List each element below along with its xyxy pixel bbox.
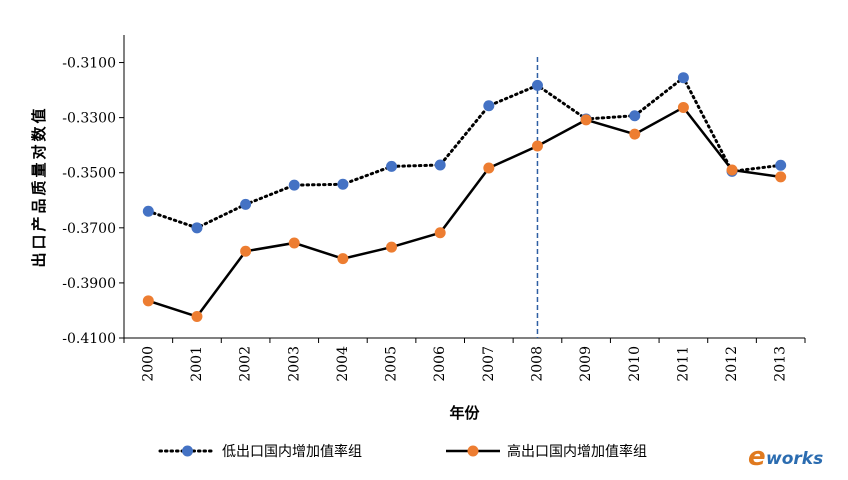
plot-area <box>123 35 805 339</box>
series-1-point <box>142 295 154 307</box>
y-tick-label: -0.3900 <box>62 276 116 292</box>
series-1-point <box>580 114 592 126</box>
series-1-point <box>726 164 738 176</box>
x-axis-ticks: 2000 2001 2002 2003 2004 2005 2006 2007 2008 2009… <box>123 338 806 382</box>
x-tick-label: 2009 <box>578 346 594 382</box>
series-1-point <box>240 245 252 257</box>
series-0-point <box>142 205 154 217</box>
series-0-point <box>434 159 446 171</box>
legend-marker-series-1 <box>467 445 479 457</box>
y-tick-label: -0.3100 <box>62 56 116 72</box>
y-axis-title: 出口产品质量对数值 <box>30 105 48 267</box>
series-line-0 <box>146 75 783 230</box>
y-tick-label: -0.3500 <box>62 166 116 182</box>
x-tick-label: 2011 <box>675 346 691 382</box>
x-tick-label: 2003 <box>286 346 302 382</box>
series-0-point <box>191 222 203 234</box>
legend-marker-series-0 <box>182 445 193 457</box>
x-tick-label: 2008 <box>529 346 545 382</box>
series-0-point <box>775 159 787 171</box>
x-tick-label: 2010 <box>627 346 643 382</box>
series-0-point <box>531 79 543 91</box>
y-tick-label: -0.3700 <box>62 221 116 237</box>
x-tick-label: 2013 <box>773 346 789 382</box>
x-tick-label: 2005 <box>384 346 400 382</box>
eworks-logo: e works <box>748 442 823 472</box>
series-1-point <box>677 101 689 113</box>
x-tick-label: 2002 <box>238 346 254 382</box>
series-1-point <box>531 140 543 152</box>
series-1-point <box>337 253 349 265</box>
series-1-point <box>483 162 495 174</box>
series-0-point <box>386 160 398 172</box>
series-0-point <box>677 72 689 84</box>
series-1-point <box>629 128 641 140</box>
series-1-point <box>191 311 203 323</box>
series-line-1 <box>147 105 781 318</box>
x-tick-label: 2004 <box>335 346 351 382</box>
series-layer <box>142 72 787 323</box>
series-1-point <box>434 227 446 239</box>
series-1-point <box>386 241 398 253</box>
series-0-point <box>240 198 252 210</box>
x-tick-label: 2007 <box>481 346 497 382</box>
series-1-point <box>288 237 300 249</box>
legend-label-series-0: 低出口国内增加值率组 <box>222 443 362 460</box>
x-tick-label: 2012 <box>724 346 740 382</box>
legend-item-series-1: 高出口国内增加值率组 <box>446 443 647 460</box>
series-1-point <box>775 171 787 183</box>
logo-works-text: works <box>766 449 823 469</box>
series-0-point <box>337 178 349 190</box>
y-tick-label: -0.3300 <box>62 111 116 127</box>
series-0-point <box>288 179 300 191</box>
series-0-point <box>483 100 495 112</box>
x-axis-title: 年份 <box>449 404 480 422</box>
legend: 低出口国内增加值率组 高出口国内增加值率组 <box>158 443 647 460</box>
logo-e-letter: e <box>748 442 766 472</box>
y-axis-ticks: -0.3100 -0.3300 -0.3500 -0.3700 -0.3900 -0.41… <box>62 56 124 347</box>
legend-label-series-1: 高出口国内增加值率组 <box>507 443 647 460</box>
y-tick-label: -0.4100 <box>62 331 116 347</box>
legend-item-series-0: 低出口国内增加值率组 <box>158 443 362 460</box>
x-tick-label: 2000 <box>140 346 156 382</box>
x-tick-label: 2006 <box>432 346 448 382</box>
series-0-point <box>629 110 641 122</box>
x-tick-label: 2001 <box>189 346 205 382</box>
